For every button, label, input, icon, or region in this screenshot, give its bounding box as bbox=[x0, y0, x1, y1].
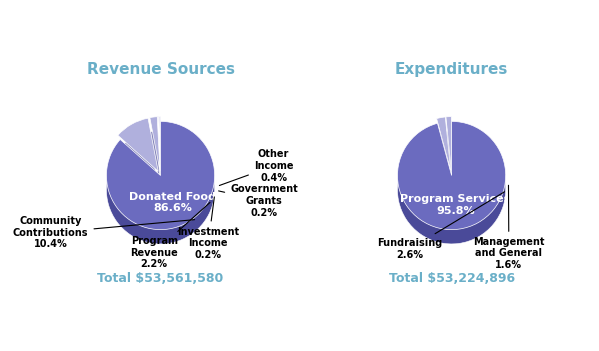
Text: Management
and General
1.6%: Management and General 1.6% bbox=[473, 185, 544, 270]
Wedge shape bbox=[398, 136, 506, 244]
Text: Government
Grants
0.2%: Government Grants 0.2% bbox=[219, 184, 298, 218]
Text: Donated Food
86.6%: Donated Food 86.6% bbox=[129, 192, 216, 213]
Wedge shape bbox=[107, 136, 214, 244]
Text: Program
Revenue
2.2%: Program Revenue 2.2% bbox=[131, 203, 210, 269]
Text: Community
Contributions
10.4%: Community Contributions 10.4% bbox=[13, 216, 195, 250]
Wedge shape bbox=[158, 131, 161, 185]
Text: Total $53,224,896: Total $53,224,896 bbox=[389, 272, 515, 285]
Wedge shape bbox=[159, 117, 161, 171]
Wedge shape bbox=[437, 117, 450, 171]
Text: Total $53,561,580: Total $53,561,580 bbox=[98, 272, 223, 285]
Wedge shape bbox=[437, 131, 450, 185]
Wedge shape bbox=[159, 131, 161, 185]
Wedge shape bbox=[118, 118, 158, 171]
Text: Program Services
95.8%: Program Services 95.8% bbox=[400, 194, 510, 216]
Wedge shape bbox=[118, 133, 158, 186]
Text: Investment
Income
0.2%: Investment Income 0.2% bbox=[177, 197, 240, 260]
Wedge shape bbox=[150, 131, 160, 185]
Wedge shape bbox=[150, 117, 160, 171]
Wedge shape bbox=[158, 117, 161, 171]
Wedge shape bbox=[398, 121, 506, 230]
Text: Other
Income
0.4%: Other Income 0.4% bbox=[219, 150, 294, 185]
Wedge shape bbox=[107, 121, 214, 230]
Text: Fundraising
2.6%: Fundraising 2.6% bbox=[377, 192, 504, 259]
Wedge shape bbox=[446, 117, 452, 171]
Wedge shape bbox=[158, 131, 161, 185]
Wedge shape bbox=[158, 117, 161, 171]
Text: Revenue Sources: Revenue Sources bbox=[86, 62, 235, 78]
Wedge shape bbox=[446, 131, 452, 185]
Text: Expenditures: Expenditures bbox=[395, 62, 509, 78]
